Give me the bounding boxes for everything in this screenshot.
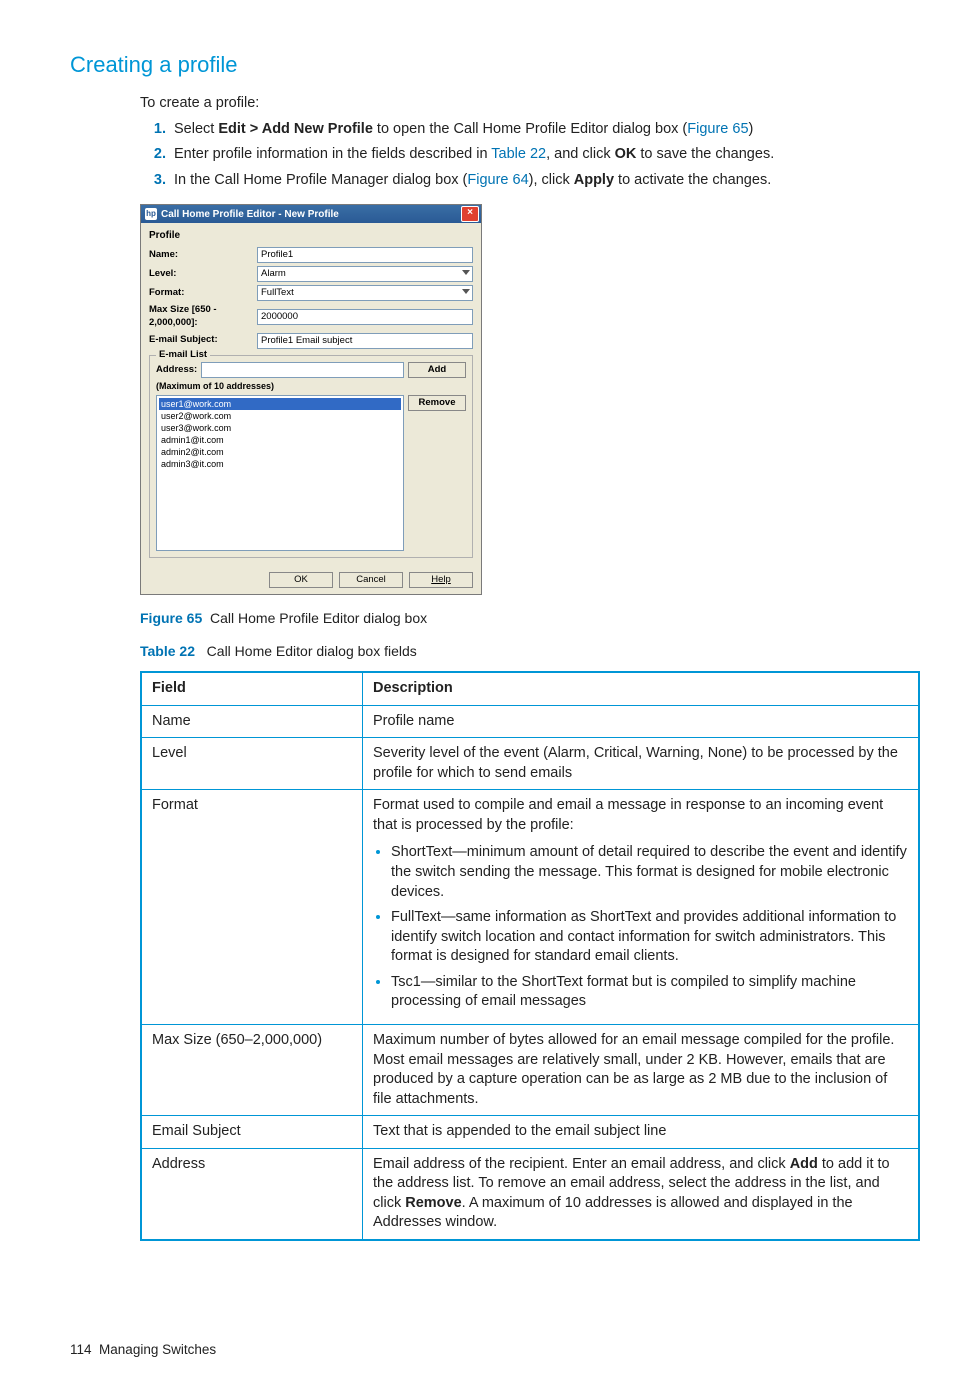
list-item[interactable]: user1@work.com [159,398,401,410]
step-text: Select [174,121,218,137]
table-row: Max Size (650–2,000,000) Maximum number … [141,1024,919,1115]
name-input[interactable]: Profile1 [257,247,473,263]
fields-table: Field Description Name Profile name Leve… [140,671,920,1241]
step-text: to activate the changes. [614,172,771,188]
intro-text: To create a profile: [140,94,884,114]
table-link[interactable]: Table 22 [491,146,546,162]
desc-cell: Format used to compile and email a messa… [363,790,920,1025]
step-text: In the Call Home Profile Manager dialog … [174,172,467,188]
bold-term: OK [615,146,637,162]
field-cell: Address [141,1148,363,1240]
bullet-item: FullText—same information as ShortText a… [391,908,908,967]
table-row: Format Format used to compile and email … [141,790,919,1025]
field-cell: Email Subject [141,1116,363,1149]
bullet-item: Tsc1—similar to the ShortText format but… [391,973,908,1012]
format-label: Format: [149,287,257,300]
caption-label: Table 22 [140,643,195,659]
list-item[interactable]: admin3@it.com [159,458,401,470]
th-field: Field [141,672,363,705]
list-item[interactable]: user3@work.com [159,422,401,434]
field-cell: Level [141,738,363,790]
name-label: Name: [149,249,257,262]
address-listbox[interactable]: user1@work.com user2@work.com user3@work… [156,395,404,551]
caption-text: Call Home Profile Editor dialog box [210,610,427,626]
step-text: , and click [546,146,615,162]
list-item[interactable]: admin2@it.com [159,446,401,458]
remove-button[interactable]: Remove [408,395,466,412]
format-select[interactable]: FullText [257,285,473,301]
profile-group-label: Profile [149,229,473,243]
dialog-titlebar: hp Call Home Profile Editor - New Profil… [141,205,481,223]
level-select[interactable]: Alarm [257,266,473,282]
table-row: Level Severity level of the event (Alarm… [141,738,919,790]
maxsize-input[interactable]: 2000000 [257,309,473,325]
chapter-name: Managing Switches [99,1342,216,1357]
table-row: Email Subject Text that is appended to t… [141,1116,919,1149]
step-text: Enter profile information in the fields … [174,146,491,162]
subject-input[interactable]: Profile1 Email subject [257,333,473,349]
menu-path: Edit > Add New Profile [218,121,373,137]
bold-term: Apply [574,172,614,188]
maxsize-label: Max Size [650 - 2,000,000]: [149,304,257,330]
subject-label: E-mail Subject: [149,334,257,347]
step-text: ) [749,121,754,137]
table-row: Address Email address of the recipient. … [141,1148,919,1240]
email-list-legend: E-mail List [156,349,210,362]
steps-list: Select Edit > Add New Profile to open th… [70,120,884,191]
cancel-button[interactable]: Cancel [339,572,403,589]
list-item[interactable]: user2@work.com [159,410,401,422]
table-row: Name Profile name [141,705,919,738]
email-list-fieldset: E-mail List Address: Add (Maximum of 10 … [149,355,473,558]
level-label: Level: [149,268,257,281]
field-cell: Max Size (650–2,000,000) [141,1024,363,1115]
figure-caption: Figure 65 Call Home Profile Editor dialo… [140,609,884,628]
field-cell: Name [141,705,363,738]
desc-cell: Severity level of the event (Alarm, Crit… [363,738,920,790]
step-text: to save the changes. [636,146,774,162]
max-addresses-note: (Maximum of 10 addresses) [156,380,466,392]
figure-link[interactable]: Figure 65 [687,121,748,137]
step-text: to open the Call Home Profile Editor dia… [373,121,687,137]
bold-term: Remove [405,1195,461,1211]
desc-cell: Profile name [363,705,920,738]
ok-button[interactable]: OK [269,572,333,589]
step-text: ), click [529,172,574,188]
figure-link[interactable]: Figure 64 [467,172,528,188]
field-cell: Format [141,790,363,1025]
page-number: 114 [70,1342,92,1357]
dialog-title: Call Home Profile Editor - New Profile [161,208,339,222]
desc-text: Email address of the recipient. Enter an… [373,1156,790,1172]
step-1: Select Edit > Add New Profile to open th… [170,120,884,140]
help-button[interactable]: Help [409,572,473,589]
th-description: Description [363,672,920,705]
list-item[interactable]: admin1@it.com [159,434,401,446]
desc-cell: Text that is appended to the email subje… [363,1116,920,1149]
caption-text: Call Home Editor dialog box fields [207,643,417,659]
address-label: Address: [156,364,197,377]
add-button[interactable]: Add [408,362,466,379]
address-input[interactable] [201,362,404,378]
bold-term: Add [790,1156,818,1172]
step-3: In the Call Home Profile Manager dialog … [170,171,884,191]
page-footer: 114 Managing Switches [70,1341,884,1359]
close-icon[interactable]: × [461,206,479,222]
section-heading: Creating a profile [70,50,884,80]
desc-cell: Maximum number of bytes allowed for an e… [363,1024,920,1115]
desc-cell: Email address of the recipient. Enter an… [363,1148,920,1240]
app-icon: hp [145,208,157,220]
table-caption: Table 22 Call Home Editor dialog box fie… [140,642,884,661]
caption-label: Figure 65 [140,610,202,626]
desc-text: Format used to compile and email a messa… [373,797,883,833]
step-2: Enter profile information in the fields … [170,145,884,165]
bullet-item: ShortText—minimum amount of detail requi… [391,843,908,902]
dialog-screenshot: hp Call Home Profile Editor - New Profil… [140,204,884,595]
